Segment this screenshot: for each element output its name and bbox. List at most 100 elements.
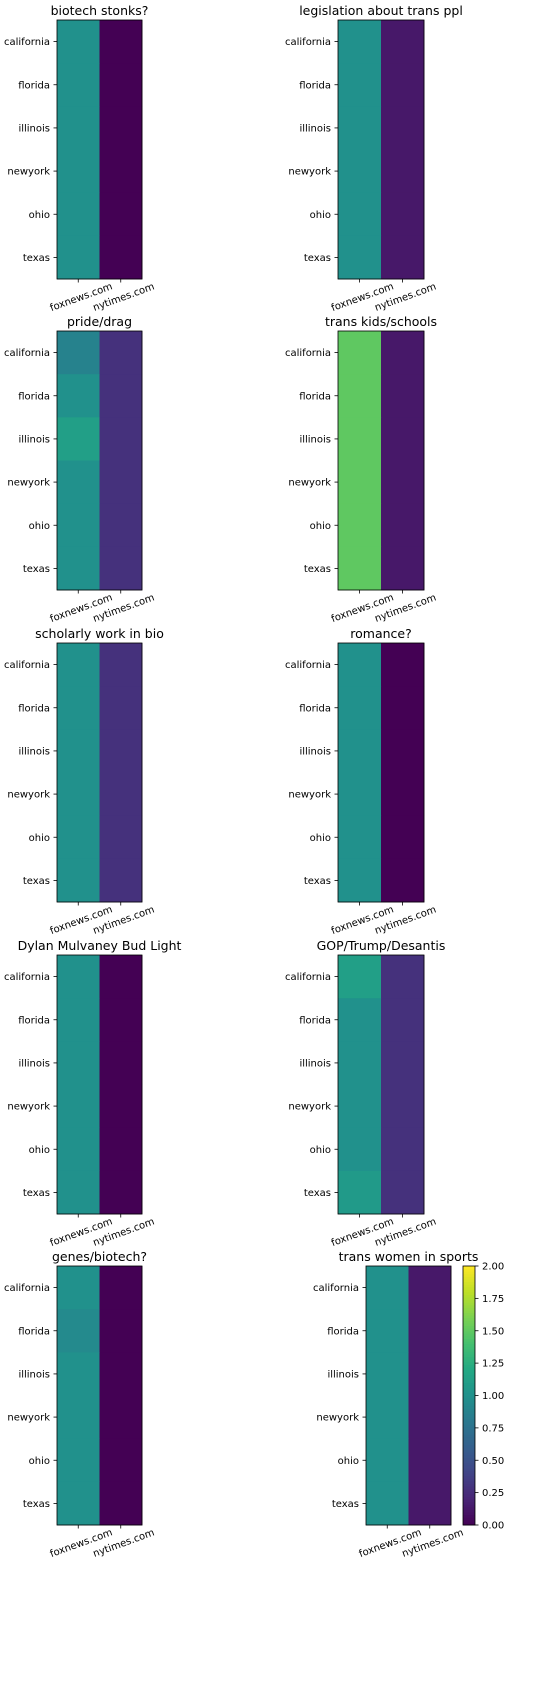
panel-2-title: legislation about trans ppl	[299, 3, 463, 18]
panel-6-cell	[381, 858, 425, 903]
colorbar-segment	[463, 1315, 475, 1319]
panel-1-frame	[56, 19, 143, 280]
panel-1-cell	[99, 63, 143, 107]
colorbar-segment	[463, 1385, 475, 1389]
panel-5-cell	[57, 858, 100, 903]
panel-9-cell	[57, 1395, 100, 1440]
panel-4-cell	[338, 546, 382, 591]
panel-6-cell	[381, 643, 425, 687]
panel-7-cell	[99, 998, 143, 1042]
panel-9-ytick-label: illinois	[18, 1369, 50, 1380]
colorbar-segment	[463, 1519, 475, 1523]
panel-10-cell	[408, 1438, 452, 1483]
panel-2-cell	[338, 235, 382, 280]
colorbar-segment	[463, 1351, 475, 1355]
panel-3-title: pride/drag	[67, 314, 132, 329]
colorbar-segment	[463, 1278, 475, 1283]
panel-6-cell	[338, 772, 382, 817]
panel-4-cell	[338, 503, 382, 548]
colorbar-segment	[463, 1367, 475, 1371]
colorbar-segment	[463, 1434, 475, 1438]
colorbar-segment	[463, 1276, 475, 1280]
panel-3-cell	[99, 546, 143, 591]
panel-4-cell	[381, 460, 425, 505]
colorbar-segment	[463, 1444, 475, 1448]
panel-10-frame	[365, 1265, 452, 1526]
colorbar-segment	[463, 1462, 475, 1466]
panel-4-cell	[381, 331, 425, 375]
colorbar-segment	[463, 1517, 475, 1521]
colorbar-segment	[463, 1405, 475, 1409]
colorbar-tick-label: 1.50	[482, 1326, 504, 1337]
colorbar-segment	[463, 1473, 475, 1477]
panel-6-ytick-label: california	[285, 660, 331, 671]
colorbar-segment	[463, 1343, 475, 1347]
panel-9-ytick-label: ohio	[29, 1456, 50, 1467]
colorbar-segment	[463, 1522, 475, 1526]
panel-3-ytick-label: texas	[23, 564, 50, 575]
colorbar-segment	[463, 1413, 475, 1417]
panel-6-ytick-label: florida	[299, 703, 331, 714]
colorbar-segment	[463, 1416, 475, 1420]
colorbar-segment	[463, 1483, 475, 1487]
panel-2-cell	[338, 192, 382, 237]
colorbar-segment	[463, 1369, 475, 1373]
colorbar-segment	[463, 1322, 475, 1327]
colorbar-segment	[463, 1390, 475, 1394]
panel-10-ytick-label: texas	[332, 1499, 359, 1510]
colorbar-segment	[463, 1320, 475, 1324]
panel-4-cell	[381, 417, 425, 461]
panel-6-frame	[337, 642, 425, 903]
colorbar-segment	[463, 1499, 475, 1503]
panel-2-ytick-label: ohio	[310, 210, 331, 221]
panel-6-ytick-label: texas	[304, 876, 331, 887]
panel-8-cell	[381, 1127, 425, 1172]
colorbar-segment	[463, 1512, 475, 1516]
panel-3-cell	[57, 374, 100, 418]
colorbar-segment	[463, 1333, 475, 1337]
panel-2-frame	[337, 19, 425, 280]
panel-8-ytick-label: california	[285, 972, 331, 983]
panel-5-frame	[56, 642, 143, 903]
panel-6-cell	[381, 686, 425, 730]
panel-5-cell	[57, 772, 100, 817]
colorbar-segment	[463, 1460, 475, 1464]
panel-6-cell	[381, 815, 425, 860]
panel-8-cell	[338, 955, 382, 999]
colorbar-segment	[463, 1299, 475, 1303]
panel-9-cell	[57, 1438, 100, 1483]
colorbar-segment	[463, 1442, 475, 1446]
panel-5-cell	[99, 858, 143, 903]
colorbar-segment	[463, 1468, 475, 1472]
colorbar-segment	[463, 1289, 475, 1293]
colorbar-segment	[463, 1374, 475, 1378]
panel-9-ytick-label: california	[4, 1283, 50, 1294]
panel-2-cell	[381, 192, 425, 237]
colorbar-segment	[463, 1501, 475, 1505]
colorbar-tick-label: 0.75	[482, 1423, 504, 1434]
panel-9-ytick-label: texas	[23, 1499, 50, 1510]
panel-10-cell	[366, 1309, 409, 1353]
panel-4-cell	[338, 374, 382, 418]
panel-2-ytick-label: florida	[299, 80, 331, 91]
panel-5-ytick-label: illinois	[18, 746, 50, 757]
panel-8-ytick-label: texas	[304, 1188, 331, 1199]
panel-1-cell	[57, 20, 100, 64]
panel-8-title: GOP/Trump/Desantis	[317, 938, 446, 953]
colorbar-segment	[463, 1310, 475, 1314]
colorbar-segment	[463, 1403, 475, 1407]
panel-9-frame	[56, 1265, 143, 1526]
panel-3-cell	[57, 417, 100, 461]
panel-2-cell	[381, 20, 425, 64]
panel-3-ytick-label: california	[4, 348, 50, 359]
colorbar-segment	[463, 1506, 475, 1510]
panel-1-cell	[57, 106, 100, 150]
panel-8-cell	[338, 1041, 382, 1085]
panel-2-ytick-label: newyork	[288, 167, 331, 178]
colorbar-segment	[463, 1338, 475, 1342]
panel-6-cell	[338, 643, 382, 687]
colorbar-segment	[463, 1478, 475, 1482]
panel-1-cell	[57, 149, 100, 194]
panel-9-cell	[99, 1438, 143, 1483]
panel-9-cell	[99, 1481, 143, 1526]
